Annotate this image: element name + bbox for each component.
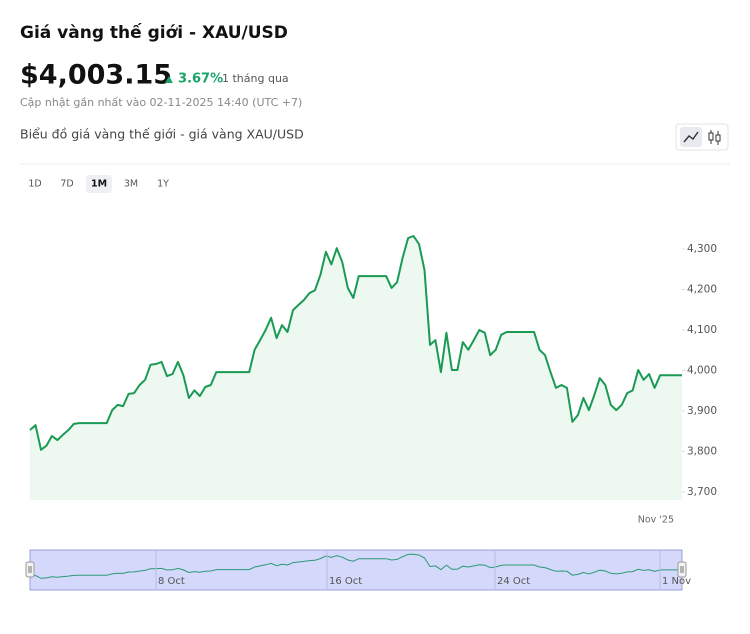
navigator-handle[interactable] bbox=[677, 561, 687, 578]
y-tick-label: 3,900 bbox=[687, 405, 717, 417]
range-label: 1D bbox=[28, 179, 41, 190]
range-button-bg bbox=[86, 175, 112, 193]
y-tick-label: 3,800 bbox=[687, 445, 717, 457]
navigator-label: 1 Nov bbox=[662, 576, 691, 587]
y-tick-label: 4,100 bbox=[687, 324, 717, 336]
range-button[interactable]: 7D bbox=[60, 179, 73, 190]
line-chart-button[interactable] bbox=[680, 127, 702, 147]
page-title: Giá vàng thế giới - XAU/USD bbox=[20, 22, 288, 43]
range-button[interactable]: 3M bbox=[124, 179, 138, 190]
x-axis-label: Nov '25 bbox=[638, 515, 674, 526]
y-tick-label: 4,000 bbox=[687, 364, 717, 376]
range-button[interactable]: 1M bbox=[86, 175, 112, 193]
navigator-label: 16 Oct bbox=[329, 576, 362, 587]
range-button[interactable]: 1Y bbox=[157, 179, 169, 190]
navigator-bg bbox=[29, 549, 683, 591]
y-tick-label: 3,700 bbox=[687, 486, 717, 498]
area bbox=[30, 236, 682, 500]
range-label: 1M bbox=[91, 179, 107, 190]
updated-time: Cập nhật gần nhất vào 02-11-2025 14:40 (… bbox=[20, 96, 302, 109]
change: 3.67% bbox=[178, 72, 223, 87]
range-button[interactable]: 1D bbox=[28, 179, 41, 190]
chart-section-title: Biểu đồ giá vàng thế giới - giá vàng XAU… bbox=[20, 127, 304, 142]
up-arrow bbox=[165, 76, 173, 83]
y-tick-label: 4,200 bbox=[687, 283, 717, 295]
navigator-label: 8 Oct bbox=[158, 576, 185, 587]
navigator-handle[interactable] bbox=[25, 561, 35, 578]
range-label: 3M bbox=[124, 179, 138, 190]
range-label: 7D bbox=[60, 179, 73, 190]
price-line bbox=[29, 235, 682, 451]
y-tick-label: 4,300 bbox=[687, 243, 717, 255]
candle-chart-button[interactable] bbox=[708, 130, 721, 145]
price: $4,003.15 bbox=[20, 60, 172, 91]
period: 1 tháng qua bbox=[222, 72, 289, 85]
navigator-line bbox=[29, 553, 682, 579]
range-label: 1Y bbox=[157, 179, 169, 190]
handle bbox=[677, 561, 687, 578]
navigator-label: 24 Oct bbox=[497, 576, 530, 587]
handle bbox=[25, 561, 35, 578]
